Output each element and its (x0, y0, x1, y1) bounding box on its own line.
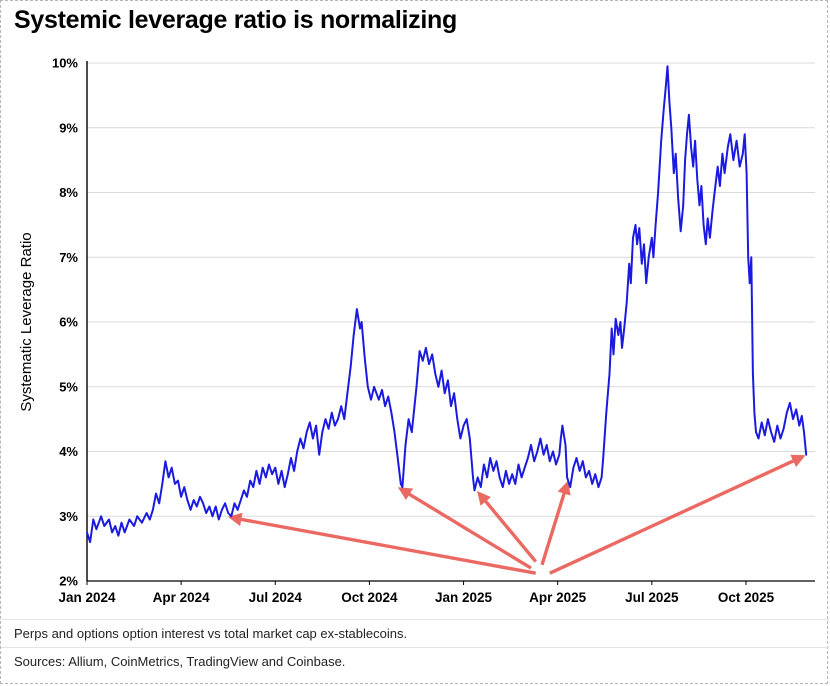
y-tick-label: 8% (59, 185, 78, 200)
x-tick-label: Jul 2025 (625, 590, 679, 605)
chart-title: Systemic leverage ratio is normalizing (14, 6, 457, 34)
x-tick-label: Apr 2025 (529, 590, 587, 605)
annotation-arrow (540, 480, 571, 566)
y-tick-label: 9% (59, 120, 78, 135)
y-tick-label: 4% (59, 444, 78, 459)
annotation-arrow (549, 454, 806, 575)
y-tick-label: 5% (59, 379, 78, 394)
chart-area: 2% 3% 4% 5% 6% 7% 8% 9% 10% Jan 2024 Apr 2024 Jul 2… (9, 45, 823, 607)
y-tick-label: 2% (59, 574, 78, 589)
leverage-line (86, 65, 808, 544)
x-tick-label: Jan 2024 (58, 590, 116, 605)
y-tick-label: 10% (52, 56, 78, 71)
footnote-description: Perps and options option interest vs tot… (1, 619, 829, 647)
y-tick-label: 6% (59, 315, 78, 330)
x-tick-label: Apr 2024 (153, 590, 211, 605)
y-axis-title: Systematic Leverage Ratio (18, 232, 35, 411)
annotation-arrow (477, 490, 538, 563)
footnote-sources: Sources: Allium, CoinMetrics, TradingVie… (1, 647, 829, 675)
x-tick-label: Jan 2025 (435, 590, 493, 605)
annotation-arrow (397, 487, 532, 570)
y-tick-label: 7% (59, 250, 78, 265)
chart-footer: Perps and options option interest vs tot… (1, 619, 829, 675)
annotation-arrow (228, 512, 537, 575)
x-tick-label: Oct 2025 (718, 590, 775, 605)
x-tick-label: Jul 2024 (249, 590, 303, 605)
leverage-chart-svg: 2% 3% 4% 5% 6% 7% 8% 9% 10% Jan 2024 Apr 2024 Jul 2… (18, 56, 815, 605)
x-tick-label: Oct 2024 (341, 590, 398, 605)
y-tick-label: 3% (59, 509, 78, 524)
